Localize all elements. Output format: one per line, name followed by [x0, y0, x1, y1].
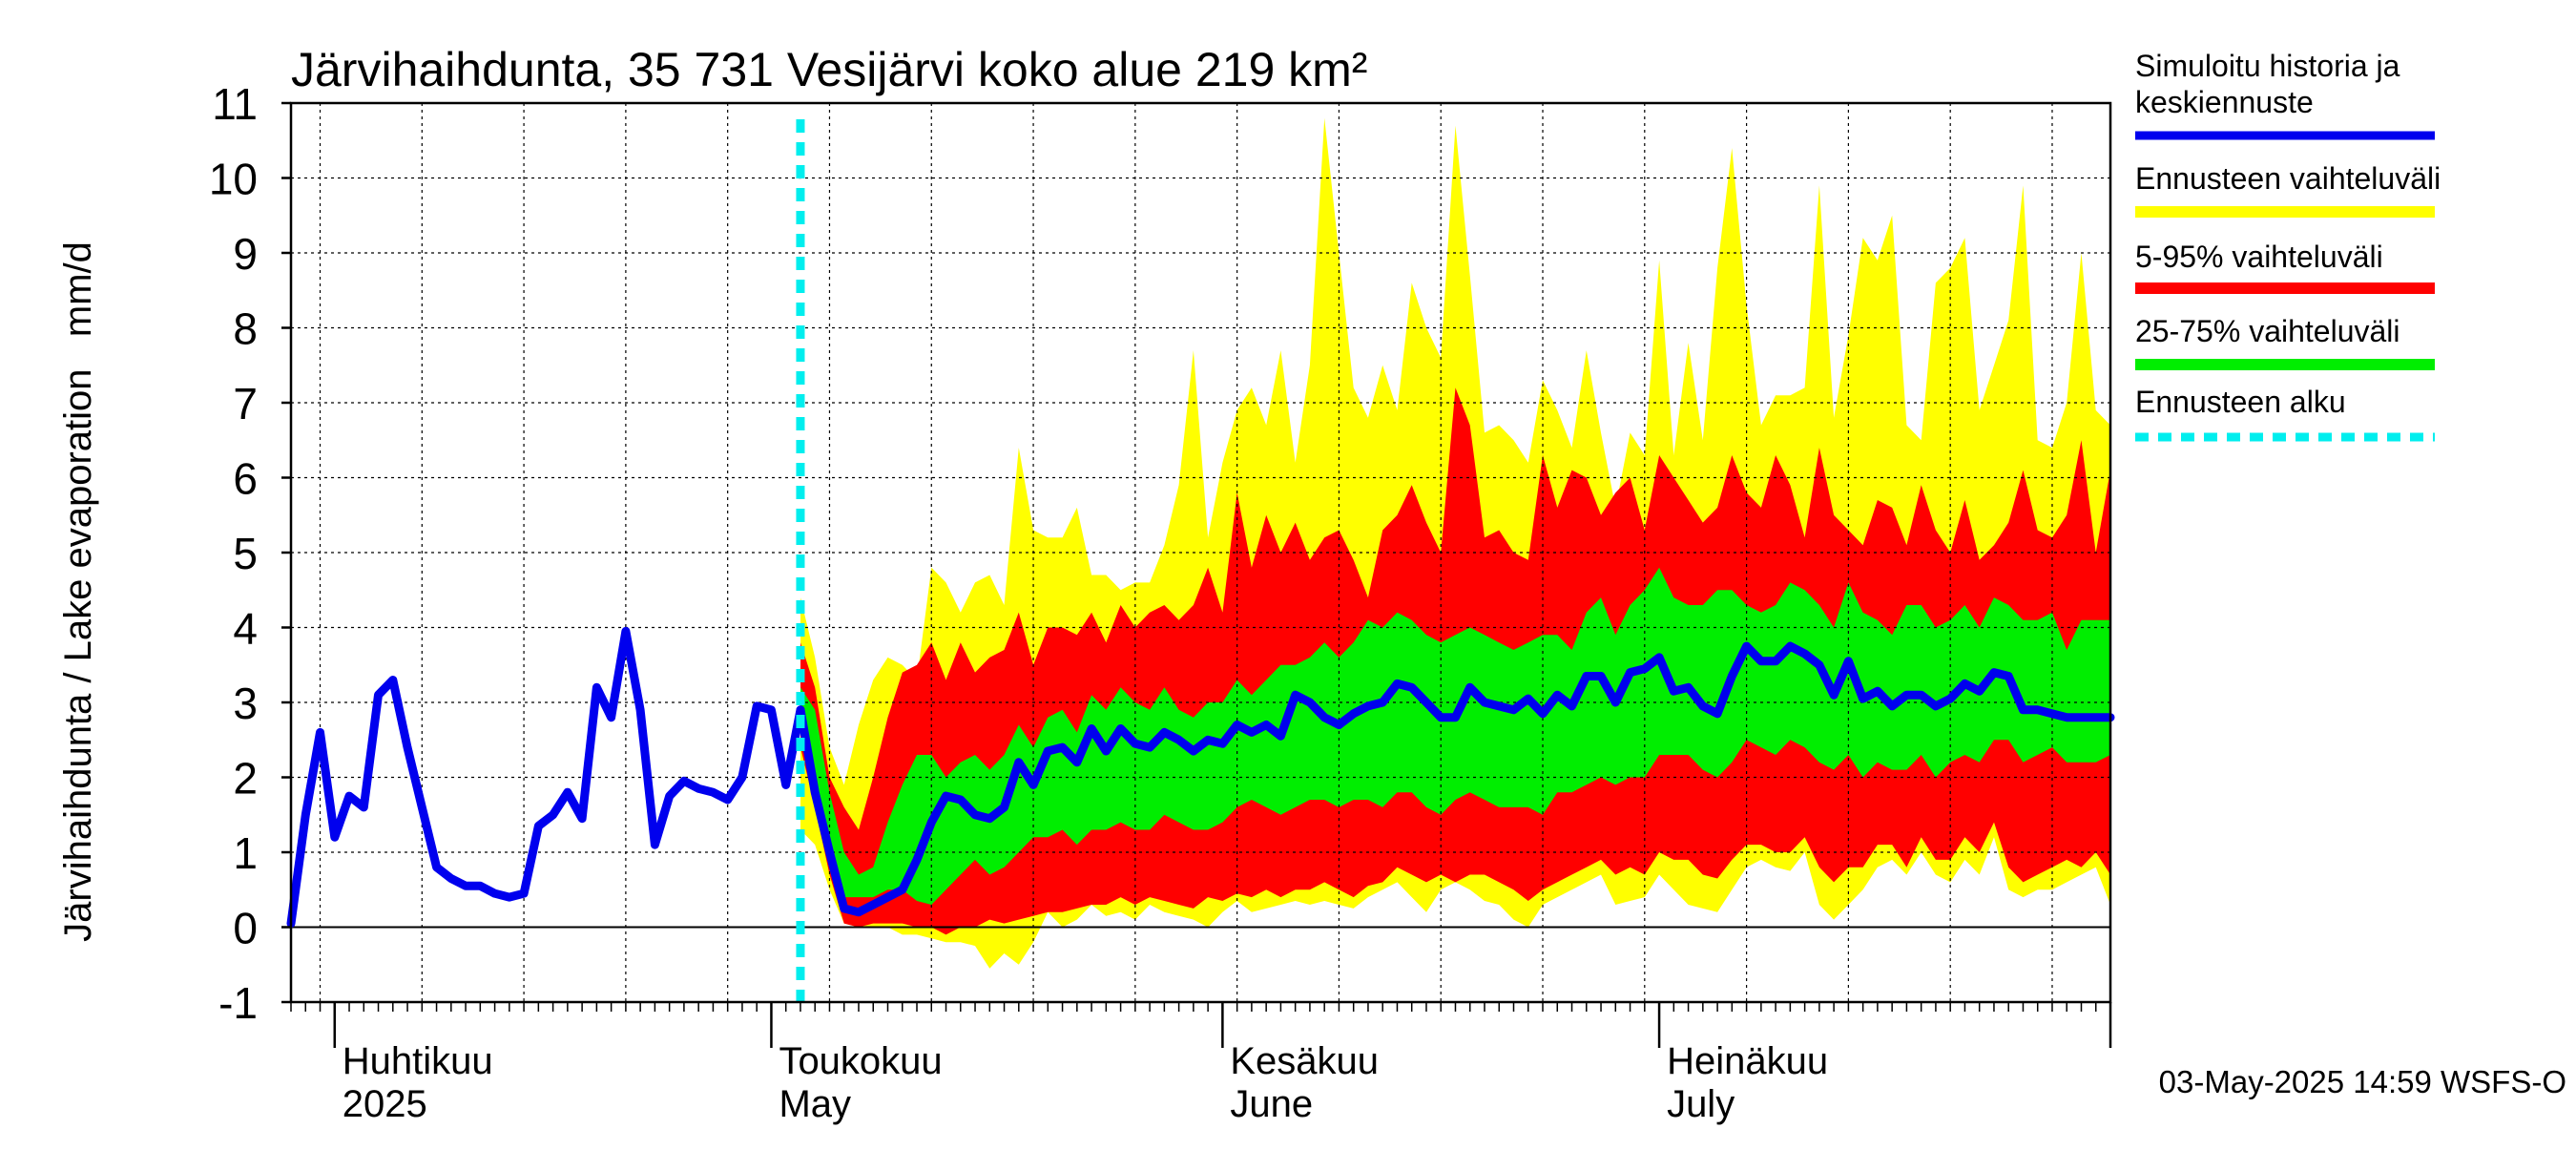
y-tick-labels: -1 0 1 2 3 4 5 6 7 8 9 10 11: [209, 79, 258, 1028]
line-simulated_history: [286, 626, 805, 929]
chart-title: Järvihaihdunta, 35 731 Vesijärvi koko al…: [291, 43, 1367, 96]
y-axis-label: Järvihaihdunta / Lake evaporation mm/d: [57, 241, 99, 942]
y-tick-label: 6: [233, 454, 258, 504]
x-label-fi: Huhtikuu: [343, 1040, 493, 1082]
y-tick-label: 8: [233, 304, 258, 354]
x-label-fi: Heinäkuu: [1667, 1040, 1828, 1082]
line-forecast_median: [796, 641, 2115, 917]
x-label-en: May: [779, 1083, 851, 1125]
legend-label: Simuloitu historia ja: [2135, 49, 2400, 83]
y-tick-label: 1: [233, 828, 258, 878]
y-tick-label: 9: [233, 229, 258, 279]
x-label-en: June: [1230, 1083, 1313, 1125]
legend-label: 5-95% vaihteluväli: [2135, 240, 2383, 274]
legend-label: Ennusteen alku: [2135, 385, 2346, 419]
axes: [281, 101, 2112, 1048]
x-label-en: July: [1667, 1083, 1735, 1125]
legend-label: Ennusteen vaihteluväli: [2135, 161, 2441, 196]
y-tick-label: 10: [209, 155, 258, 204]
footer-timestamp: 03-May-2025 14:59 WSFS-O: [2159, 1064, 2566, 1099]
y-tick-label: 0: [233, 904, 258, 953]
legend-label: 25-75% vaihteluväli: [2135, 314, 2400, 348]
x-label-en: 2025: [343, 1083, 427, 1125]
x-label-fi: Kesäkuu: [1230, 1040, 1379, 1082]
y-tick-label: -1: [218, 978, 258, 1028]
y-tick-label: 2: [233, 754, 258, 804]
forecast-bands: [800, 117, 2110, 969]
y-tick-label: 7: [233, 379, 258, 429]
y-tick-label: 3: [233, 679, 258, 728]
y-tick-label: 11: [212, 79, 258, 129]
x-label-fi: Toukokuu: [779, 1040, 942, 1082]
series-lines: [286, 119, 2115, 1002]
legend-label: keskiennuste: [2135, 85, 2314, 119]
y-tick-label: 4: [233, 604, 258, 654]
y-tick-label: 5: [233, 529, 258, 578]
